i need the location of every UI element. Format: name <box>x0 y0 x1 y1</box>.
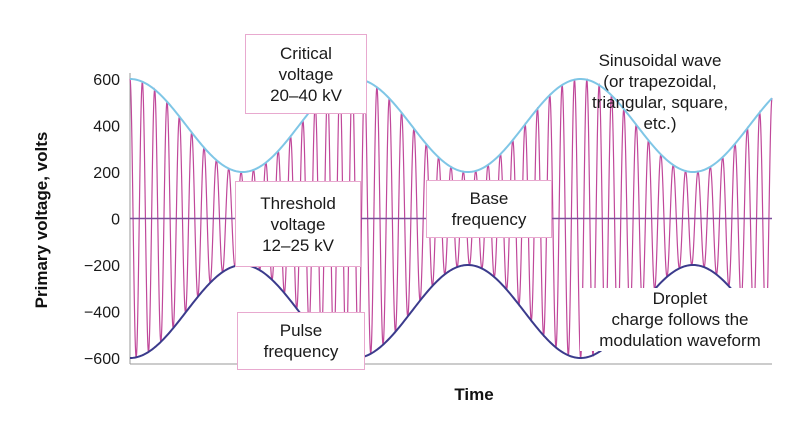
threshold-line-3: 12–25 kV <box>262 235 334 255</box>
x-axis-title: Time <box>454 385 493 404</box>
droplet-charge-note: Droplet charge follows the modulation wa… <box>580 288 780 351</box>
base-line-2: frequency <box>451 210 527 229</box>
sinusoidal-wave-note: Sinusoidal wave (or trapezoidal, triangu… <box>560 50 760 134</box>
droplet-line-1: Droplet <box>652 289 708 308</box>
y-tick-label: 400 <box>93 119 120 136</box>
threshold-voltage-label: Threshold voltage 12–25 kV <box>235 181 361 267</box>
pulse-line-2: frequency <box>263 342 339 361</box>
sinusoidal-line-1: Sinusoidal wave <box>598 51 722 70</box>
sinusoidal-line-3: triangular, square, <box>591 93 729 112</box>
critical-line-3: 20–40 kV <box>270 85 342 105</box>
y-tick-label: −200 <box>84 258 120 275</box>
y-tick-label: −600 <box>84 351 120 368</box>
droplet-line-2: charge follows the <box>611 310 749 329</box>
pulse-frequency-label: Pulse frequency <box>237 312 365 370</box>
critical-line-1: Critical <box>280 43 332 63</box>
y-tick-label: 0 <box>111 212 120 229</box>
upper-envelope-line <box>129 77 773 174</box>
sinusoidal-line-2: (or trapezoidal, <box>603 72 717 91</box>
y-axis-ticks: −600 −400 −200 0 200 400 600 <box>84 72 120 368</box>
y-tick-label: −400 <box>84 305 120 322</box>
y-tick-label: 200 <box>93 165 120 182</box>
droplet-line-3: modulation waveform <box>599 331 761 350</box>
base-frequency-label: Base frequency <box>426 180 552 238</box>
y-axis-title: Primary voltage, volts <box>32 132 51 309</box>
critical-voltage-label: Critical voltage 20–40 kV <box>245 34 367 114</box>
pulse-line-1: Pulse <box>279 321 323 340</box>
threshold-line-2: voltage <box>270 214 326 234</box>
threshold-line-1: Threshold <box>260 193 336 213</box>
y-tick-label: 600 <box>93 72 120 89</box>
base-line-1: Base <box>469 189 509 208</box>
sinusoidal-line-4: etc.) <box>643 114 677 133</box>
critical-line-2: voltage <box>278 64 334 84</box>
